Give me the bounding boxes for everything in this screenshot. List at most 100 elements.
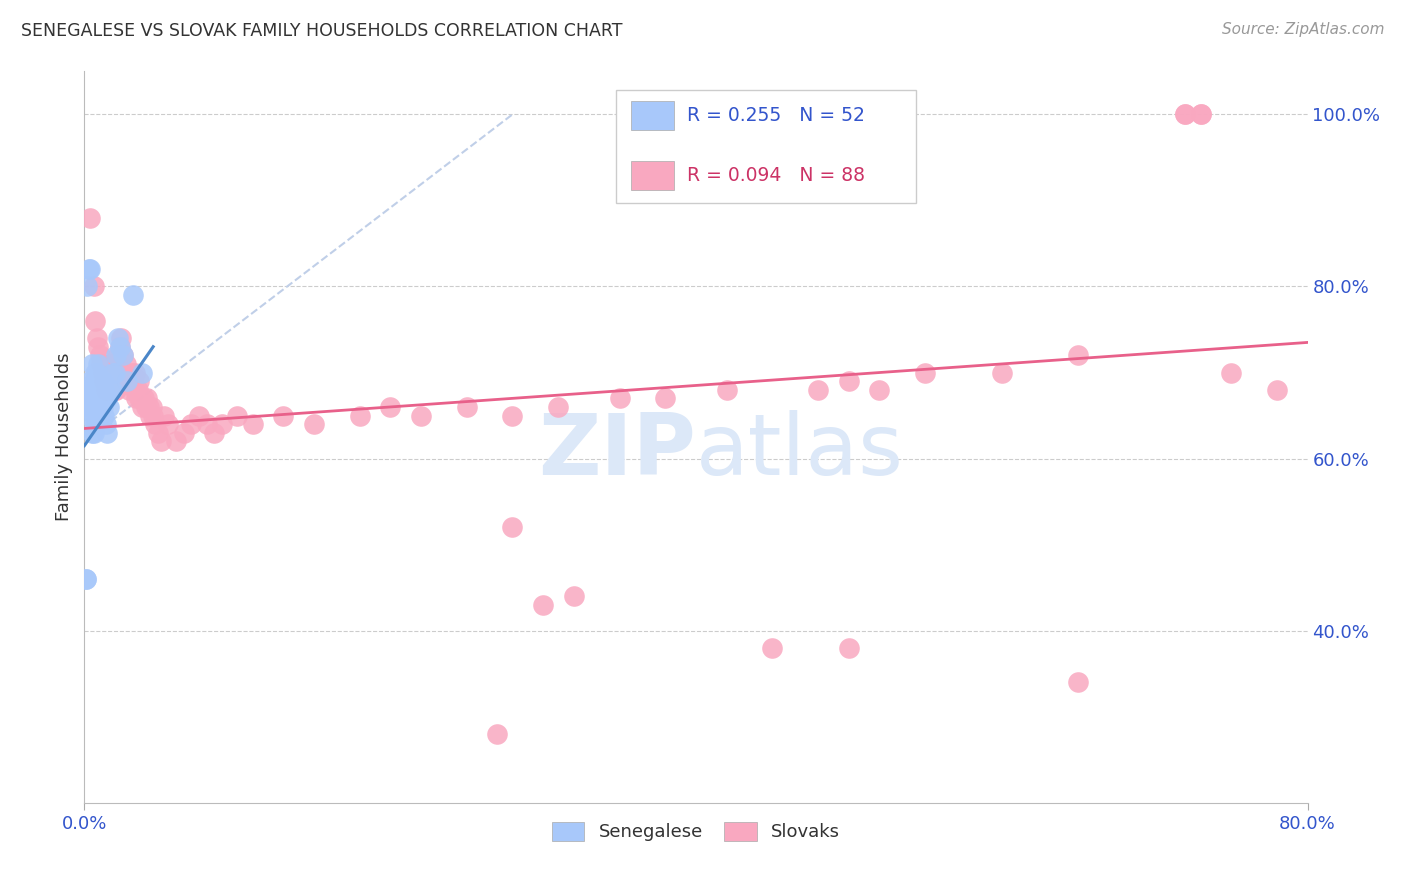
Point [136,392,159,406]
Point [103,374,125,388]
Legend: Senegalese, Slovaks: Senegalese, Slovaks [544,814,848,848]
Point [86,366,108,380]
Text: SENEGALESE VS SLOVAK FAMILY HOUSEHOLDS CORRELATION CHART: SENEGALESE VS SLOVAK FAMILY HOUSEHOLDS C… [21,22,623,40]
Point [127,383,149,397]
Point [118,383,141,397]
Point [110,331,132,345]
Point [609,392,631,406]
Point [86,331,108,345]
FancyBboxPatch shape [616,90,917,203]
Point [157,417,180,432]
Point [96,425,118,440]
Point [120,374,142,388]
Point [139,409,162,423]
Point [349,409,371,423]
Point [76,383,98,397]
Point [1265,383,1288,397]
Point [188,409,211,423]
Point [502,520,524,534]
Point [141,400,163,414]
Point [128,374,150,388]
Point [105,383,128,397]
Point [86,392,108,406]
Point [103,366,125,380]
Point [107,366,129,380]
Point [83,392,105,406]
Point [562,589,585,603]
Point [869,383,891,397]
Point [131,400,153,414]
Point [531,598,554,612]
Point [80,400,103,414]
Point [108,340,131,354]
Point [84,392,107,406]
Point [79,211,101,225]
Point [409,409,432,423]
Point [93,409,115,423]
Point [146,425,169,440]
Point [1189,107,1212,121]
Point [914,366,936,380]
Text: ZIP: ZIP [538,410,696,493]
Bar [631,161,673,190]
Point [90,357,112,371]
Point [87,383,110,397]
Point [380,400,402,414]
Point [1174,107,1197,121]
Text: Source: ZipAtlas.com: Source: ZipAtlas.com [1222,22,1385,37]
Point [135,400,157,414]
Point [94,417,117,432]
Point [79,374,101,388]
Point [86,409,108,423]
Point [76,392,98,406]
Point [101,366,124,380]
Point [107,331,129,345]
Point [87,409,110,423]
Point [90,400,112,414]
Point [122,374,145,388]
Point [502,409,524,423]
Text: R = 0.255   N = 52: R = 0.255 N = 52 [688,106,865,125]
Point [84,417,107,432]
Point [77,409,100,423]
Point [89,383,111,397]
Point [1174,107,1197,121]
Point [83,374,105,388]
Point [486,727,509,741]
Point [75,572,97,586]
Point [83,409,105,423]
Point [77,262,100,277]
Point [107,348,129,362]
Point [180,417,202,432]
Point [125,392,148,406]
Point [77,392,100,406]
Point [91,400,114,414]
Point [547,400,569,414]
Point [165,434,187,449]
Point [211,417,233,432]
Point [143,417,166,432]
Point [76,279,98,293]
Point [104,366,127,380]
Point [75,572,97,586]
Point [761,640,783,655]
Point [807,383,830,397]
Point [80,425,103,440]
Point [90,374,112,388]
Point [153,409,176,423]
Point [94,392,117,406]
Point [80,383,103,397]
Point [112,366,135,380]
Point [226,409,249,423]
Point [104,383,127,397]
Point [91,366,114,380]
Point [115,366,138,380]
Point [79,262,101,277]
Point [101,383,124,397]
Point [838,640,860,655]
Point [173,425,195,440]
Point [991,366,1014,380]
Point [302,417,325,432]
Point [124,366,146,380]
Text: atlas: atlas [696,410,904,493]
